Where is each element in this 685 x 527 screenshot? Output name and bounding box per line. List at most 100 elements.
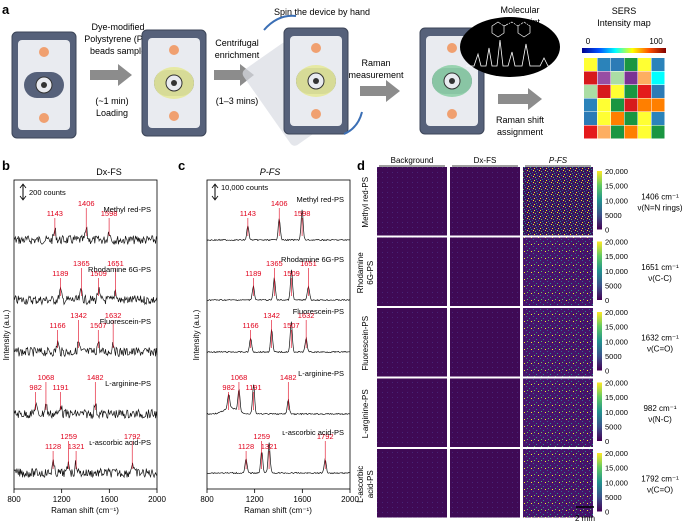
fingerprint-line1: Molecular — [500, 5, 539, 15]
x-tick-label: 800 — [200, 495, 214, 504]
sers-cell — [597, 112, 611, 125]
colorbar-tick-label: 5000 — [605, 493, 622, 502]
peak-label: 982 — [29, 383, 42, 392]
heatmap-cell — [377, 308, 447, 377]
panel-label-d: d — [357, 158, 365, 173]
loading-label: Loading — [96, 108, 128, 118]
colorbar-tick-label: 15,000 — [605, 393, 628, 402]
colorbar-tick-label: 10,000 — [605, 478, 628, 487]
raman-line1: Raman — [361, 58, 390, 68]
spin-label: Spin the device by hand — [274, 7, 370, 17]
sers-cell — [651, 58, 665, 71]
x-tick-label: 1200 — [53, 495, 71, 504]
heatmap-cell — [377, 449, 447, 518]
chart-b-title: Dx-FS — [96, 167, 122, 177]
peak-label: 1191 — [53, 383, 69, 392]
peak-label: 1068 — [38, 373, 55, 382]
peak-label: 1365 — [266, 259, 283, 268]
peak-label: 1482 — [87, 373, 104, 382]
sers-cell — [611, 125, 624, 139]
arrow-right-icon — [214, 64, 254, 86]
step1-line1: Dye-modified — [91, 22, 144, 32]
colorbar-tick-label: 5000 — [605, 352, 622, 361]
sers-cell — [624, 112, 638, 125]
peak-label: 1651 — [300, 259, 317, 268]
heatmap-cell — [523, 378, 593, 447]
chart-c-scalebar — [211, 183, 219, 201]
sers-cell — [638, 98, 651, 112]
x-tick-label: 1200 — [246, 495, 264, 504]
sers-scale-max: 100 — [649, 37, 663, 46]
scale-bar-label: 2 mm — [575, 514, 595, 523]
peak-label: 1191 — [246, 383, 262, 392]
peak-wavenumber: 982 cm⁻¹ — [643, 404, 676, 413]
colorbar — [597, 312, 602, 371]
arrow-right-icon — [360, 80, 400, 102]
sers-cell — [638, 58, 651, 71]
spectrum-line — [206, 321, 351, 354]
sers-cell — [624, 58, 638, 71]
peak-label: 1068 — [231, 373, 248, 382]
peak-assignment: ν(N-C) — [648, 415, 672, 424]
sers-cell — [611, 85, 624, 98]
sers-cell — [624, 98, 638, 112]
peak-label: 1406 — [78, 199, 95, 208]
colorbar-tick-label: 10,000 — [605, 196, 628, 205]
spectrum-line — [206, 209, 350, 242]
peak-label: 1632 — [105, 311, 122, 320]
peak-label: 1509 — [90, 269, 107, 278]
spectrum-line — [13, 459, 158, 479]
peak-label: 1482 — [280, 373, 297, 382]
series-label: Methyl red-PS — [296, 195, 344, 204]
x-tick-label: 2000 — [341, 495, 359, 504]
sers-cell — [611, 112, 624, 125]
heatmap-cell — [450, 167, 520, 236]
loading-time: (~1 min) — [95, 96, 128, 106]
heatmap-grid: Background Dx-FS P-FS Methyl red-PS 20,000 15… — [356, 156, 683, 518]
heatmap-cell — [377, 237, 447, 306]
sers-cell — [597, 71, 611, 85]
sers-cell — [597, 125, 611, 139]
centrifugal-time: (1–3 mins) — [216, 96, 259, 106]
colorbar-tick-label: 0 — [605, 296, 609, 305]
sers-cell — [651, 112, 665, 125]
spectrum-line — [13, 402, 158, 420]
x-tick-label: 1600 — [100, 495, 118, 504]
sers-cell — [597, 85, 611, 98]
colorbar — [597, 382, 602, 441]
heatmap-cell — [523, 167, 593, 236]
colorbar-tick-label: 15,000 — [605, 182, 628, 191]
peak-label: 1365 — [73, 259, 90, 268]
column-header: Background — [391, 156, 434, 165]
spectrum-line — [206, 384, 351, 416]
chart-c-xlabel: Raman shift (cm⁻¹) — [244, 506, 312, 515]
chart-c-scalebar-label: 10,000 counts — [221, 183, 268, 192]
series-label: L-arginine-PS — [298, 369, 344, 378]
peak-label: 1321 — [261, 442, 278, 451]
molecule-icon — [491, 21, 531, 38]
peak-label: 1632 — [298, 311, 315, 320]
panel-label-a: a — [2, 2, 10, 17]
sers-cell — [584, 112, 597, 125]
spectrum-line — [13, 226, 158, 245]
chart-b-frame — [13, 179, 158, 490]
heatmap-cell — [377, 378, 447, 447]
chart-b-ylabel: Intensity (a.u.) — [2, 309, 11, 360]
arrow-right-icon — [498, 88, 542, 110]
centrifugal-line1: Centrifugal — [215, 38, 259, 48]
colorbar-tick-label: 0 — [605, 437, 609, 446]
row-label: acid-PS — [366, 470, 375, 498]
peak-assignment: ν(C=O) — [647, 485, 673, 494]
peak-label: 1259 — [60, 432, 77, 441]
peak-label: 1166 — [50, 321, 66, 330]
sers-cell — [638, 112, 651, 125]
peak-label: 1342 — [70, 311, 87, 320]
peak-wavenumber: 1651 cm⁻¹ — [641, 263, 679, 272]
centrifugal-line2: enrichment — [215, 50, 260, 60]
row-label: Fluorescein-PS — [361, 316, 370, 371]
x-tick-label: 1600 — [293, 495, 311, 504]
device-4 — [419, 27, 485, 135]
peak-label: 1507 — [90, 321, 107, 330]
shift-line2: assignment — [497, 127, 544, 137]
